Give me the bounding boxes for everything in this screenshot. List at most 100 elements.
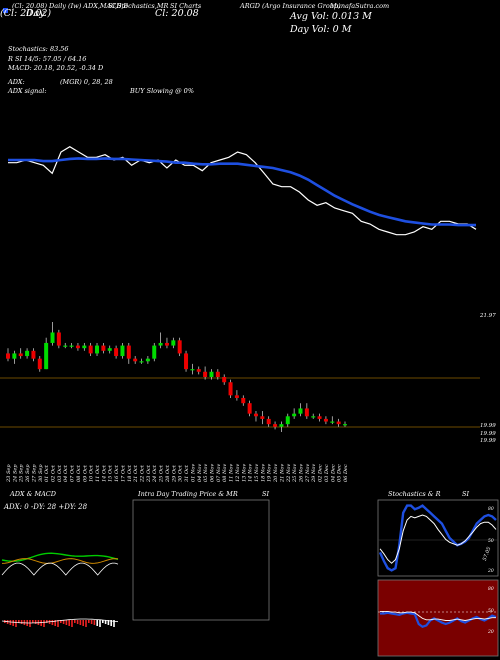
candle-body	[114, 348, 119, 357]
header-si: SI,Stochastics,MR	[108, 2, 169, 10]
macd-bar	[51, 620, 54, 625]
buy-signal-text: BUY Slowing @ 0%	[130, 87, 194, 95]
header-charts: SI Charts	[170, 2, 202, 10]
rsi-blue-line	[380, 611, 497, 629]
candle-body	[190, 369, 195, 371]
date-label: 30 Sep	[38, 464, 44, 482]
macd-bar	[76, 620, 79, 624]
moving-average-line	[8, 157, 476, 227]
date-label: 01 Nov	[190, 464, 196, 482]
candle-body	[88, 345, 93, 354]
candle-body	[336, 421, 341, 425]
candle-body	[317, 416, 322, 419]
macd-bar	[29, 620, 31, 627]
candle-body	[107, 348, 112, 351]
candle-body	[304, 408, 309, 417]
macd-bar	[65, 620, 68, 625]
stoch-panel-frame	[377, 499, 499, 577]
macd-bar	[107, 620, 110, 625]
stoch-label-20: 20	[488, 569, 494, 574]
price-label-top: 21.97	[480, 313, 496, 319]
stochastics-text: Stochastics: 83.56	[8, 45, 69, 53]
candle-body	[196, 369, 201, 372]
macd-bar	[74, 620, 76, 623]
stoch-label-50: 50	[488, 539, 494, 544]
date-label: 12 Nov	[235, 464, 241, 482]
date-label: 15 Nov	[254, 464, 260, 482]
date-label: 13 Nov	[241, 464, 247, 482]
si-text: R SI 14/5: 57.05 / 64.16	[8, 55, 87, 63]
date-label: 22 Oct	[140, 464, 146, 483]
candle-body	[285, 416, 290, 425]
stoch-panel-si: SI	[462, 490, 470, 498]
macd-bar	[18, 620, 20, 623]
adx-values: ADX: 0 -DY: 28 +DY: 28	[4, 503, 88, 511]
mr-panel-si: SI	[262, 490, 270, 498]
adx-signal-text: ADX signal:	[8, 87, 47, 95]
date-label: 18 Nov	[260, 464, 266, 482]
macd-bar	[71, 620, 73, 627]
candle-body	[133, 358, 138, 362]
avg-vol: Avg Vol: 0.013 M	[290, 11, 372, 22]
date-label: 04 Dec	[330, 464, 336, 482]
candle-body	[171, 340, 176, 346]
macd-bar	[60, 620, 62, 623]
date-label: 25 Nov	[292, 464, 298, 483]
candle-body	[6, 353, 10, 359]
rsi-white-line	[380, 610, 496, 621]
macd-bar	[113, 620, 115, 627]
close-label-1: (Cl: 20.02)	[0, 8, 52, 19]
candle-body	[298, 408, 303, 414]
candle-body	[75, 345, 80, 349]
date-label: 11 Nov	[229, 464, 235, 482]
price-label-bottom-3: 19.99	[480, 438, 496, 444]
candle-body	[101, 345, 106, 351]
date-label: 27 Sep	[31, 464, 37, 483]
candlestick-chart	[0, 322, 480, 432]
date-label: 04 Nov	[197, 464, 203, 482]
candle-body	[152, 345, 157, 359]
candle-body	[253, 413, 258, 417]
date-label: 25 Sep	[19, 464, 25, 483]
rsi-label-50: 50	[488, 609, 494, 614]
macd-bar	[54, 620, 56, 626]
date-label: 22 Nov	[286, 464, 292, 483]
price-label-bottom-1: 19.99	[480, 423, 496, 429]
adx-white-line	[1, 562, 119, 576]
adx-minus-line	[1, 558, 119, 564]
candle-body	[209, 371, 214, 377]
date-label: 08 Oct	[76, 464, 82, 482]
candle-body	[241, 397, 246, 404]
macd-bar	[43, 620, 45, 627]
date-label: 21 Nov	[279, 464, 285, 483]
adx-plus-line	[1, 552, 119, 562]
date-label: 29 Oct	[171, 464, 177, 483]
date-label: 10 Oct	[89, 464, 95, 482]
candle-body	[12, 353, 17, 359]
rsi-label-80: 80	[488, 587, 494, 592]
candle-body	[311, 416, 316, 418]
stoch-panel-title: Stochastics & R	[388, 490, 441, 498]
candle-body	[343, 424, 347, 426]
candle-body	[330, 421, 335, 423]
candle-body	[31, 350, 36, 359]
adx-panel-title: ADX & MACD	[10, 490, 56, 498]
date-label: 02 Dec	[318, 464, 324, 482]
stoch-k-line	[378, 504, 497, 572]
stoch-label-80: 80	[488, 507, 494, 512]
macd-bar	[96, 620, 98, 626]
candle-body	[56, 332, 61, 346]
date-label: 11 Oct	[95, 464, 101, 482]
macd-bar	[110, 620, 112, 626]
macd-line	[1, 618, 119, 624]
date-label: 03 Dec	[324, 464, 330, 482]
macd-bar	[82, 620, 84, 626]
header-left: (Cl: 20.08) Daily (Iw) ADX,MACD,B	[12, 2, 129, 10]
macd-bar	[12, 620, 14, 626]
candle-body	[292, 413, 297, 417]
date-label: 01 Oct	[44, 464, 50, 482]
macd-bar	[104, 620, 107, 624]
macd-bar	[68, 620, 70, 626]
rsi-label-20: 20	[488, 630, 494, 635]
